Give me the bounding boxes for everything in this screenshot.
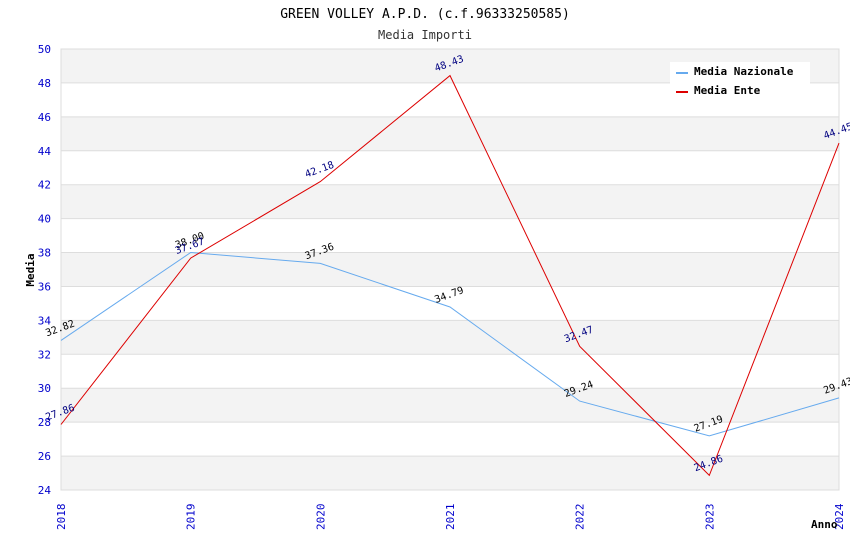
grid-band [61, 422, 839, 457]
y-tick-label: 32 [38, 348, 51, 361]
chart-title: GREEN VOLLEY A.P.D. (c.f.96333250585) [280, 7, 570, 22]
legend-box [670, 62, 810, 102]
y-tick-label: 34 [38, 314, 52, 327]
y-tick-label: 24 [38, 484, 52, 497]
legend-label-ente: Media Ente [694, 84, 761, 97]
grid-band [61, 320, 839, 355]
grid-band [61, 388, 839, 423]
y-tick-label: 40 [38, 213, 51, 226]
y-tick-label: 50 [38, 43, 51, 56]
grid-lines [60, 48, 840, 491]
y-tick-label: 42 [38, 179, 51, 192]
y-tick-label: 26 [38, 450, 51, 463]
y-tick-label: 44 [38, 145, 52, 158]
chart-subtitle: Media Importi [378, 28, 472, 42]
x-tick-label: 2024 [833, 503, 846, 530]
y-tick-label: 46 [38, 111, 51, 124]
y-axis-ticks: 24 26 28 30 32 34 36 38 40 42 44 46 48 50 [38, 43, 52, 497]
grid-band [61, 184, 839, 219]
x-tick-label: 2020 [314, 504, 327, 531]
grid-band [61, 218, 839, 253]
series-line-ente [60, 74, 840, 477]
x-axis-label: Anno [811, 518, 838, 531]
y-axis-label: Media [24, 253, 37, 286]
series-line-nazionale [60, 251, 840, 437]
x-tick-label: 2023 [703, 504, 716, 531]
y-tick-label: 30 [38, 382, 51, 395]
grid-band [61, 150, 839, 185]
grid-band [61, 116, 839, 151]
legend-label-nazionale: Media Nazionale [694, 65, 794, 78]
grid-band [61, 286, 839, 321]
x-tick-label: 2021 [444, 504, 457, 531]
x-tick-label: 2018 [55, 504, 68, 531]
grid-band [61, 456, 839, 490]
y-tick-label: 36 [38, 280, 51, 293]
grid-band [61, 252, 839, 287]
x-tick-label: 2022 [574, 504, 587, 531]
legend: Media Nazionale Media Ente [670, 62, 810, 102]
grid-band [61, 354, 839, 389]
y-tick-label: 48 [38, 77, 51, 90]
y-tick-label: 28 [38, 416, 51, 429]
x-tick-label: 2019 [185, 504, 198, 531]
series-group [60, 74, 840, 477]
x-axis-ticks: 2018 2019 2020 2021 2022 2023 2024 [55, 503, 846, 530]
plot-border [60, 48, 840, 491]
y-tick-label: 38 [38, 247, 51, 260]
